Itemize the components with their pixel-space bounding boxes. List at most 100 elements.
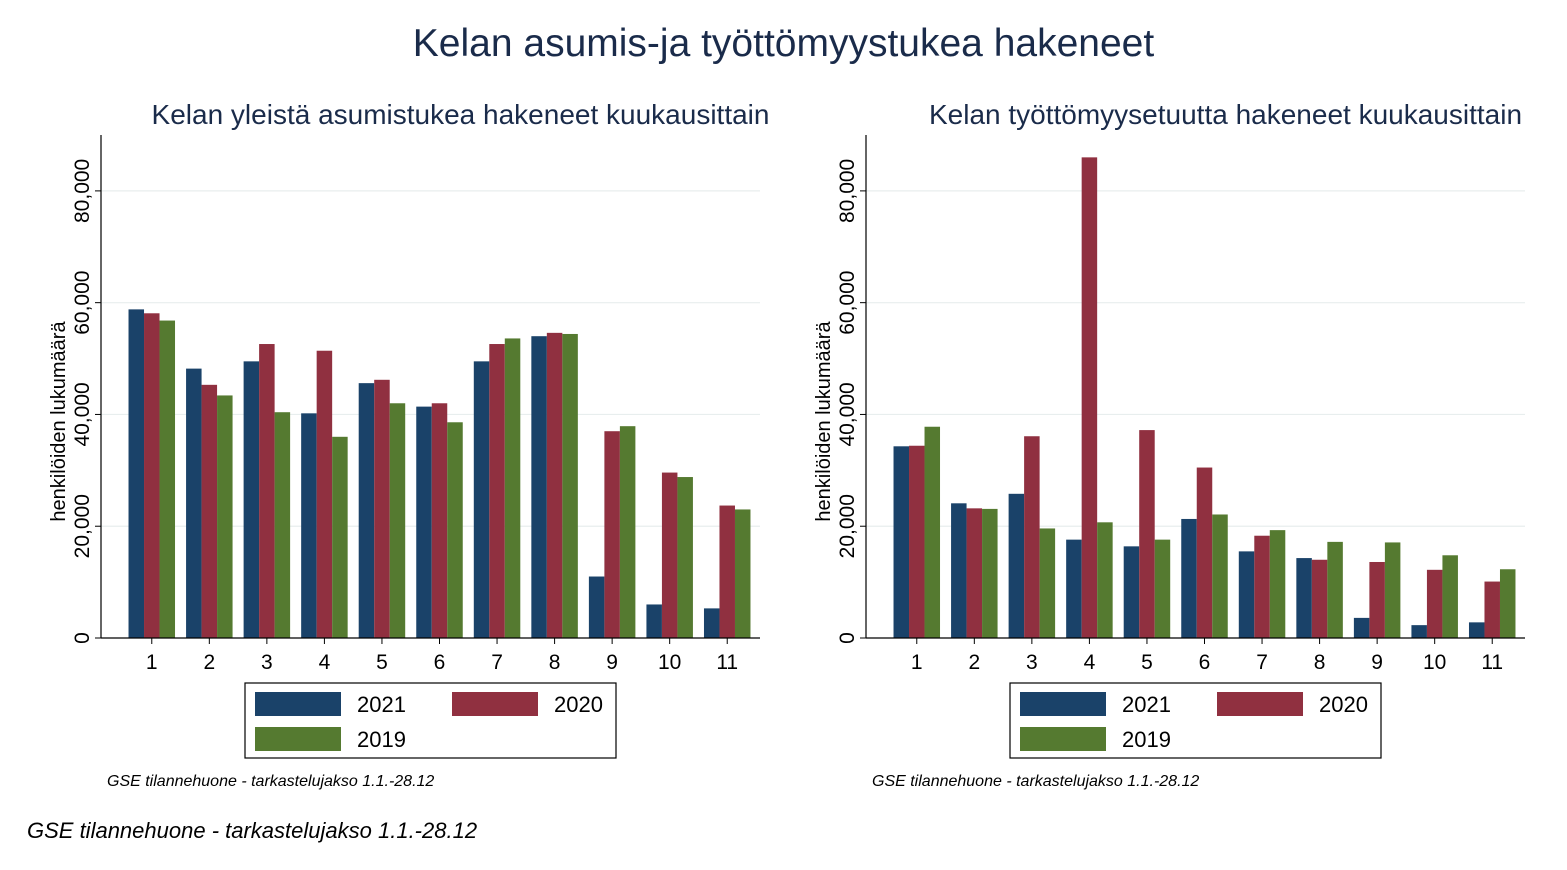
chart1-bar-2021-11 [1468,622,1485,638]
chart0-bar-2020-9 [604,431,620,638]
chart0-y-tick-label: 40,000 [71,382,94,446]
chart0-bar-2020-2 [201,384,218,638]
chart0-bar-2021-7 [473,361,490,638]
chart0-x-tick-label: 10 [658,651,681,674]
chart0-bar-2020-3 [259,344,275,638]
chart0-bar-2020-10 [661,472,678,638]
chart1-legend-swatch-2019 [1020,727,1106,751]
chart0-bar-2021-8 [531,336,547,638]
chart1-bar-2020-7 [1254,535,1270,638]
chart1-bar-2020-10 [1426,569,1443,638]
chart1-legend-label-2019: 2019 [1122,727,1171,752]
chart1-bar-2021-9 [1353,617,1370,638]
chart0-x-tick-label: 1 [146,651,158,674]
chart1-y-tick-label: 0 [836,632,859,644]
chart1-bar-2020-9 [1369,561,1385,638]
chart0-bar-2020-8 [546,332,563,638]
chart0-bar-2021-1 [128,309,145,638]
chart1-bar-2021-7 [1238,551,1255,638]
chart1-y-tick-label: 60,000 [836,271,859,335]
chart0-bar-2021-5 [358,383,375,638]
chart1-legend: 2021 2020 2019 [1009,682,1382,759]
chart0-legend-label-2021: 2021 [357,692,406,717]
chart1-legend-label-2020: 2020 [1319,692,1368,717]
chart0-bar-2021-11 [703,608,720,638]
chart0-bar-2020-4 [316,350,333,638]
chart1-legend-label-2021: 2021 [1122,692,1171,717]
chart1-bar-2021-5 [1123,546,1140,638]
chart1-bar-2020-1 [909,445,925,638]
chart0-y-axis-label: henkilöiden lukumäärä [48,321,70,522]
chart1-bar-2020-8 [1311,559,1328,638]
chart1-bar-2019-7 [1269,530,1286,638]
chart0-x-tick-label: 8 [549,651,561,674]
chart0-legend-swatch-2019 [255,727,341,751]
chart1-bar-2019-4 [1097,522,1113,638]
chart1-bar-2021-3 [1008,493,1025,638]
chart0-bar-2020-6 [431,403,448,638]
chart1-bar-2021-10 [1411,625,1427,638]
chart1-x-tick-label: 6 [1199,651,1211,674]
chart0-y-tick-label: 20,000 [71,494,94,558]
chart1-bar-2019-8 [1327,541,1343,638]
chart0-x-tick-label: 5 [376,651,388,674]
footer-note: GSE tilannehuone - tarkastelujakso 1.1.-… [27,818,478,843]
chart0-y-tick-label: 60,000 [71,271,94,335]
chart1-bar-2021-2 [951,503,967,638]
chart0-x-tick-label: 4 [319,651,331,674]
chart1-x-tick-label: 2 [968,651,980,674]
chart1-bar-2020-5 [1139,430,1155,638]
chart1-x-tick-label: 5 [1141,651,1153,674]
chart0-bar-2021-10 [646,604,662,638]
chart1-x-tick-label: 10 [1423,651,1446,674]
chart1-x-tick-label: 3 [1026,651,1038,674]
chart0-x-tick-label: 7 [491,651,503,674]
chart0-x-tick-label: 3 [261,651,273,674]
chart1-x-tick-label: 1 [911,651,923,674]
chart1-subtitle: Kelan työttömyysetuutta hakeneet kuukaus… [929,99,1522,130]
chart1-y-tick-label: 20,000 [836,494,859,558]
chart0-bar-2019-8 [562,333,578,638]
chart1-x-tick-label: 4 [1084,651,1096,674]
chart1-x-tick-label: 7 [1256,651,1268,674]
chart0-y-tick-label: 0 [71,632,94,644]
chart0-bar-2020-5 [374,379,390,638]
chart1-bar-2020-6 [1196,467,1213,638]
chart1-bar-2020-2 [966,508,983,638]
chart0-bar-2019-11 [734,509,751,638]
chart0-bar-2019-9 [619,426,636,638]
chart0-subtitle: Kelan yleistä asumistukea hakeneet kuuka… [152,99,770,130]
chart0-x-tick-label: 11 [716,651,738,674]
chart0-bar-2020-1 [144,313,160,638]
chart0-bar-2019-6 [447,422,463,638]
chart1-bar-2019-10 [1442,555,1458,638]
chart1-y-tick-label: 40,000 [836,382,859,446]
chart0-bar-2019-4 [332,436,348,638]
chart0-bar-2021-6 [416,406,432,638]
chart1-bar-2019-9 [1384,542,1401,638]
chart0-bar-2021-4 [301,413,317,638]
chart0-bar-2021-3 [243,361,260,638]
chart1-bar-2019-2 [982,508,998,638]
chart0-bar-2019-1 [159,320,176,638]
chart1-bar-2019-1 [924,426,941,638]
chart1-bar-2020-3 [1024,436,1040,638]
chart0-bar-2021-9 [588,576,605,638]
main-title: Kelan asumis-ja työttömyystukea hakeneet [412,22,1155,65]
chart0-x-tick-label: 9 [606,651,618,674]
chart0-bar-2019-7 [504,338,521,638]
chart0-note: GSE tilannehuone - tarkastelujakso 1.1.-… [107,773,434,790]
chart0-bar-2019-5 [389,403,406,638]
chart0-x-tick-label: 6 [434,651,446,674]
chart0-legend-label-2020: 2020 [554,692,603,717]
chart1-note: GSE tilannehuone - tarkastelujakso 1.1.-… [872,773,1199,790]
chart1-bar-2019-11 [1499,569,1516,638]
chart1-bar-2020-11 [1484,581,1500,638]
chart0-legend-label-2019: 2019 [357,727,406,752]
chart1-x-tick-label: 8 [1314,651,1326,674]
chart0-x-tick-label: 2 [203,651,215,674]
chart1-bar-2020-4 [1081,157,1098,638]
chart1-y-axis-label: henkilöiden lukumäärä [813,321,835,522]
chart0-bar-2020-11 [719,505,735,638]
chart1-x-tick-label: 9 [1371,651,1383,674]
